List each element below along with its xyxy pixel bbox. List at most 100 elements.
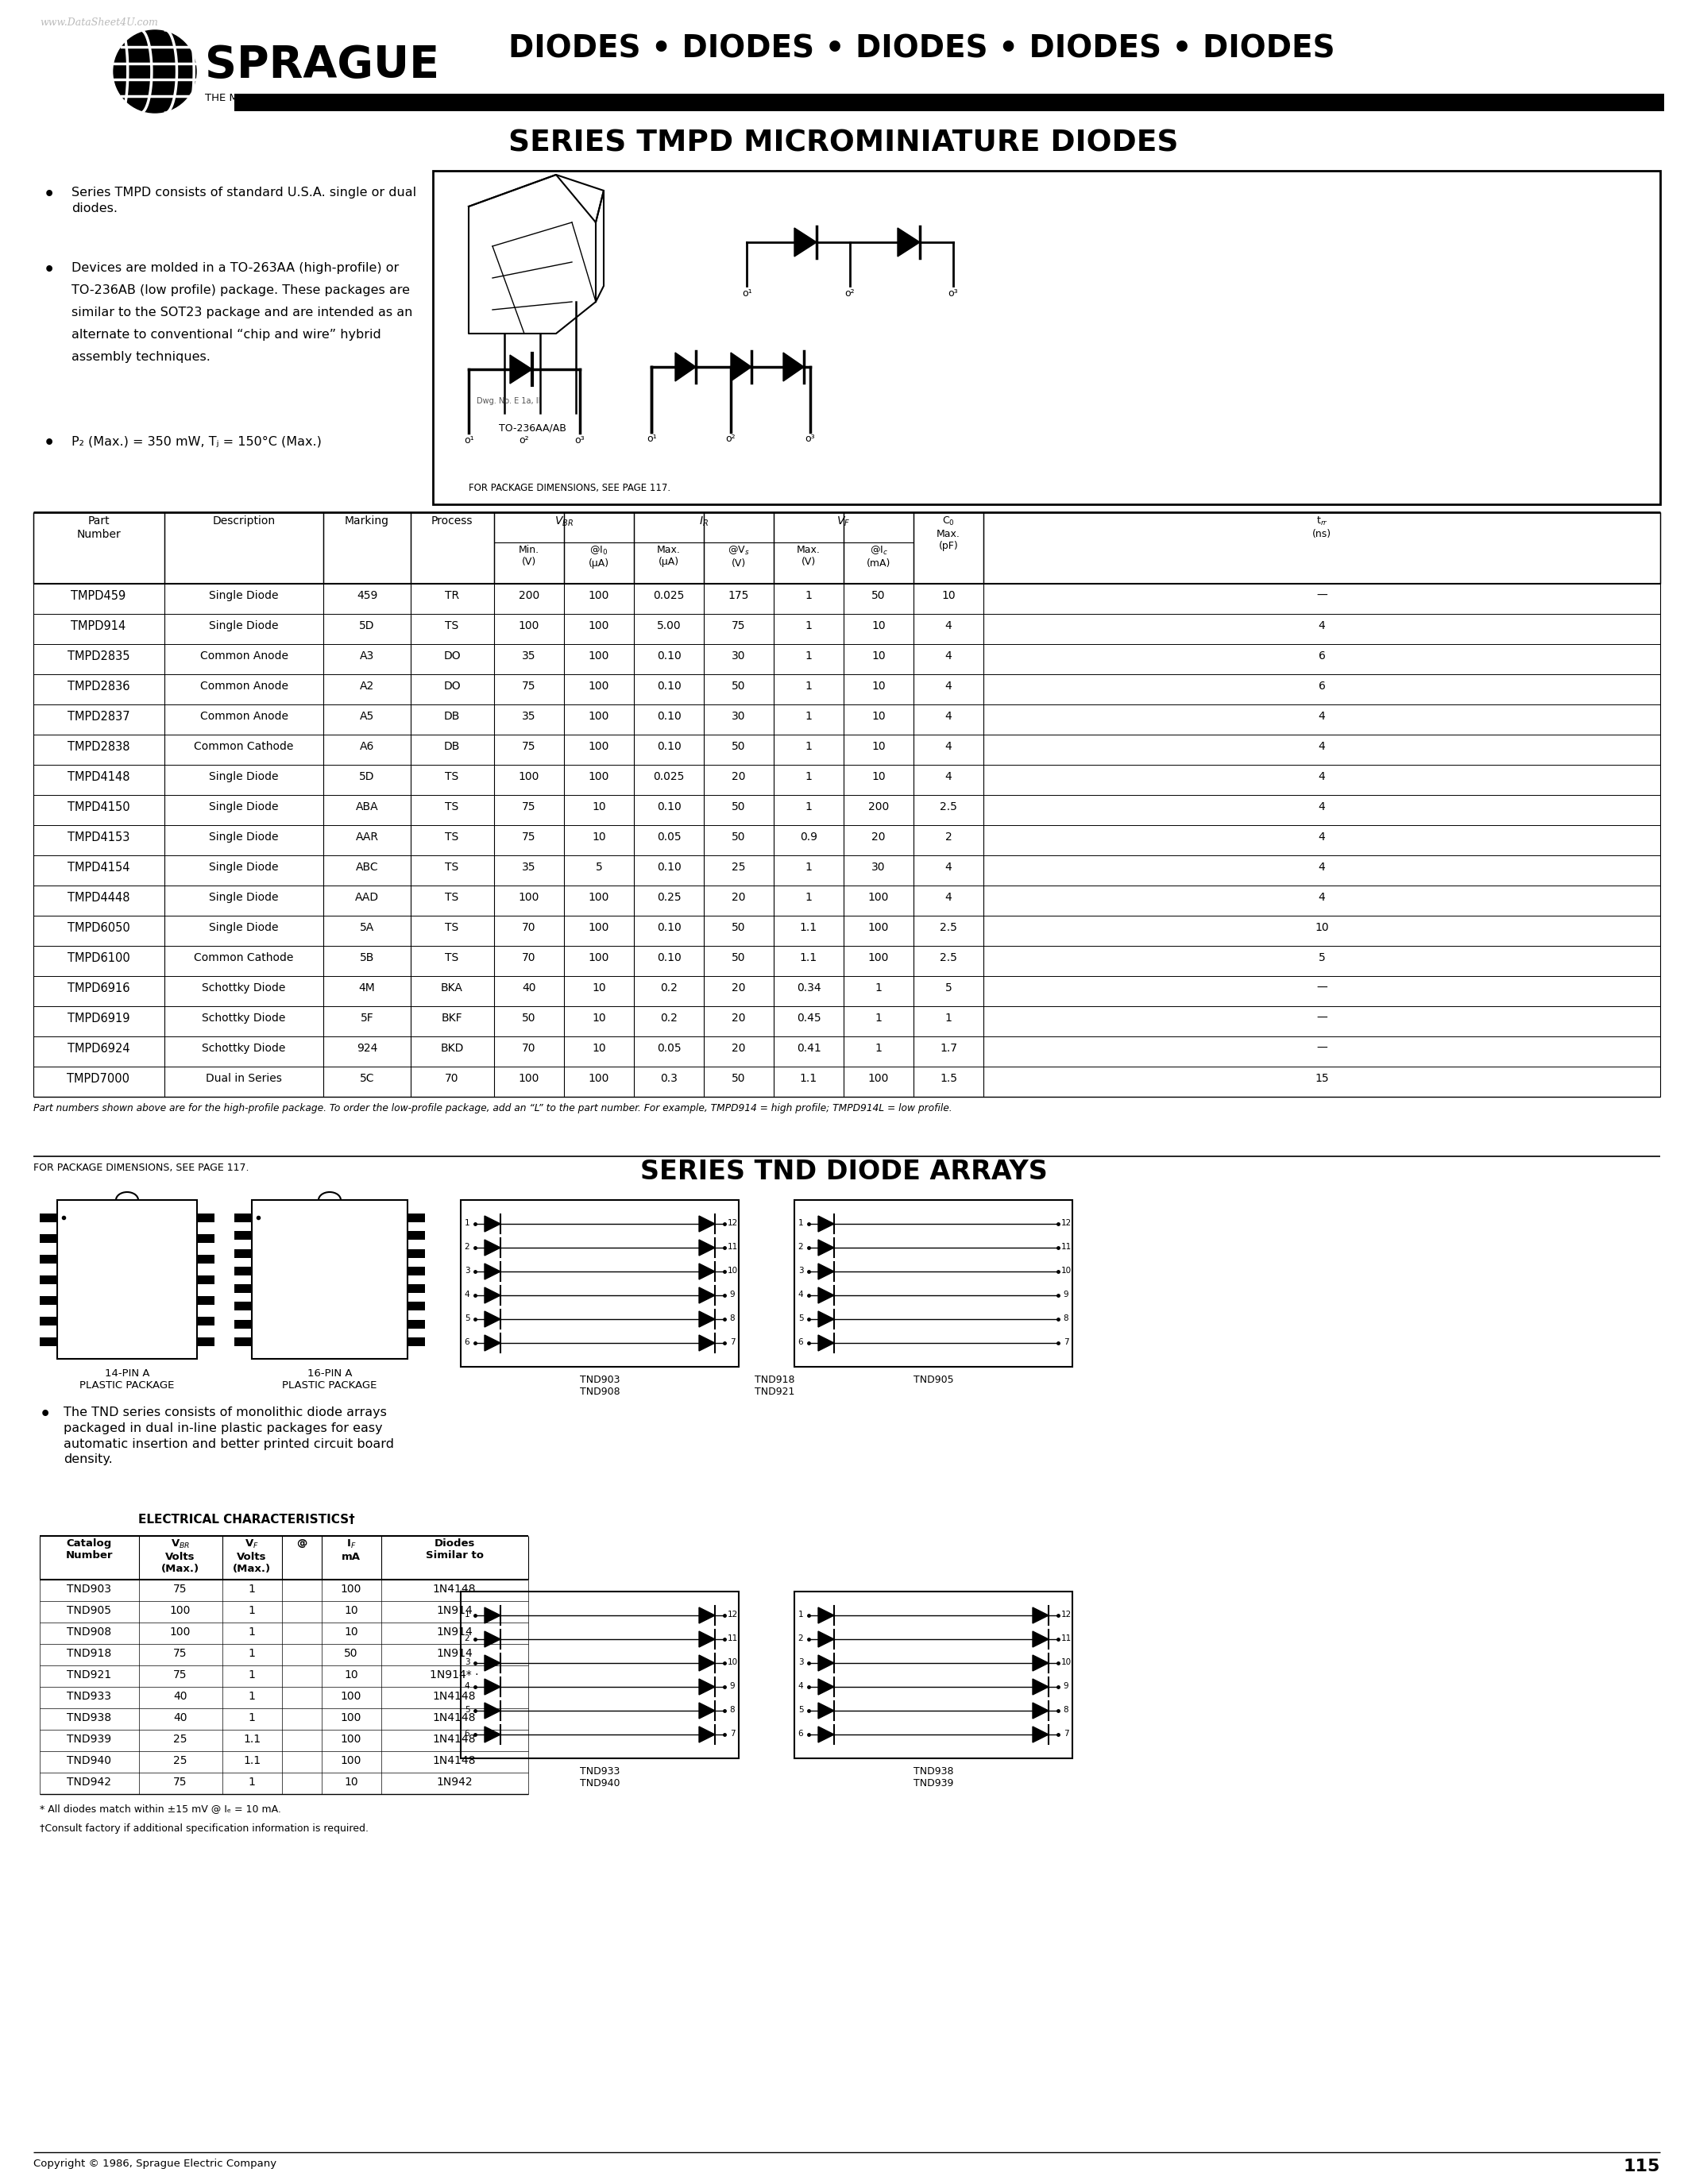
Text: 1: 1 [248,1627,255,1638]
Text: TMPD4148: TMPD4148 [68,771,130,784]
Text: 25: 25 [733,863,746,874]
Text: 9: 9 [729,1291,734,1299]
Text: 4: 4 [1318,620,1325,631]
Text: 1: 1 [874,1042,883,1055]
Text: 0.25: 0.25 [657,891,680,902]
Bar [41,1337,57,1345]
Text: similar to the SOT23 package and are intended as an: similar to the SOT23 package and are int… [71,306,412,319]
Text: 5: 5 [464,1706,469,1714]
Text: 7: 7 [1063,1339,1069,1345]
Polygon shape [898,227,920,256]
Text: 115: 115 [1624,2158,1661,2175]
Text: I$_R$: I$_R$ [699,515,709,529]
Text: TMPD6916: TMPD6916 [68,983,130,994]
Bar [41,1214,57,1223]
Bar [461,1199,739,1367]
Polygon shape [1033,1704,1048,1719]
Text: 0.05: 0.05 [657,1042,680,1055]
Text: 35: 35 [522,863,537,874]
Polygon shape [484,1216,500,1232]
Text: 1N914: 1N914 [436,1627,473,1638]
Text: 4: 4 [464,1682,469,1690]
Text: 5: 5 [464,1315,469,1321]
Polygon shape [819,1334,834,1352]
Text: 2: 2 [464,1243,469,1251]
Text: 11: 11 [728,1243,738,1251]
Text: 70: 70 [446,1072,459,1083]
Text: 1: 1 [805,710,812,723]
Text: 100: 100 [518,891,540,902]
Text: o²: o² [726,435,736,443]
Text: 75: 75 [174,1669,187,1679]
Text: 50: 50 [344,1649,358,1660]
Text: 0.9: 0.9 [800,832,817,843]
Bar [197,1214,214,1223]
Text: o²: o² [846,288,856,299]
Text: TND903: TND903 [68,1583,111,1594]
Text: TND921: TND921 [68,1669,111,1679]
Bar [197,1234,214,1243]
Text: 7: 7 [729,1730,734,1738]
Bar [461,1592,739,1758]
Text: TND938: TND938 [68,1712,111,1723]
Text: 4: 4 [945,891,952,902]
Text: Common Cathode: Common Cathode [194,740,294,751]
Bar [235,1232,252,1241]
Text: 1: 1 [805,681,812,692]
Text: 11: 11 [728,1634,738,1642]
Text: 11: 11 [1060,1634,1072,1642]
Text: 20: 20 [733,891,746,902]
Text: C$_{0}$
Max.
(pF): C$_{0}$ Max. (pF) [937,515,960,550]
Text: TMPD459: TMPD459 [71,590,127,603]
Text: TS: TS [446,863,459,874]
Text: 4: 4 [945,740,952,751]
Polygon shape [699,1241,716,1256]
Polygon shape [783,352,803,382]
Text: 100: 100 [341,1690,361,1701]
Text: 1: 1 [805,802,812,812]
Text: 4: 4 [798,1682,803,1690]
Text: 10: 10 [592,983,606,994]
Text: TND942: TND942 [68,1776,111,1789]
Text: 0.45: 0.45 [797,1013,820,1024]
Text: 100: 100 [589,922,609,933]
Text: ELECTRICAL CHARACTERISTICS†: ELECTRICAL CHARACTERISTICS† [138,1514,354,1527]
Polygon shape [1033,1679,1048,1695]
Bar [235,1337,252,1345]
Text: 4: 4 [1318,832,1325,843]
Text: TS: TS [446,922,459,933]
Polygon shape [699,1216,716,1232]
Bar [197,1337,214,1345]
Polygon shape [731,352,751,382]
Text: 50: 50 [733,952,746,963]
Text: 50: 50 [733,1072,746,1083]
Text: 9: 9 [1063,1682,1069,1690]
Text: —: — [1317,983,1327,994]
Text: TMPD6924: TMPD6924 [68,1042,130,1055]
Polygon shape [484,1334,500,1352]
Bar [252,1199,407,1358]
Text: 1N914* ·: 1N914* · [430,1669,479,1679]
Text: A2: A2 [360,681,375,692]
Text: @I$_c$
(mA): @I$_c$ (mA) [866,544,891,568]
Text: 100: 100 [589,590,609,601]
Bar [407,1337,425,1345]
Text: DB: DB [444,740,461,751]
Text: 1: 1 [945,1013,952,1024]
Text: TO-236AB (low profile) package. These packages are: TO-236AB (low profile) package. These pa… [71,284,410,297]
Circle shape [113,31,196,114]
Text: 1N4148: 1N4148 [432,1734,476,1745]
Text: 1N4148: 1N4148 [432,1690,476,1701]
Text: P₂ (Max.) = 350 mW, Tⱼ = 150°C (Max.): P₂ (Max.) = 350 mW, Tⱼ = 150°C (Max.) [71,435,322,448]
Text: o³: o³ [805,435,815,443]
Text: 4: 4 [1318,802,1325,812]
Text: 100: 100 [518,1072,540,1083]
Text: DO: DO [444,651,461,662]
Bar [407,1214,425,1223]
Text: Single Diode: Single Diode [209,802,279,812]
Text: 10: 10 [344,1627,358,1638]
Bar [235,1249,252,1258]
Text: Max.
(μA): Max. (μA) [657,544,680,568]
Text: V$_F$: V$_F$ [837,515,851,529]
Polygon shape [699,1655,716,1671]
